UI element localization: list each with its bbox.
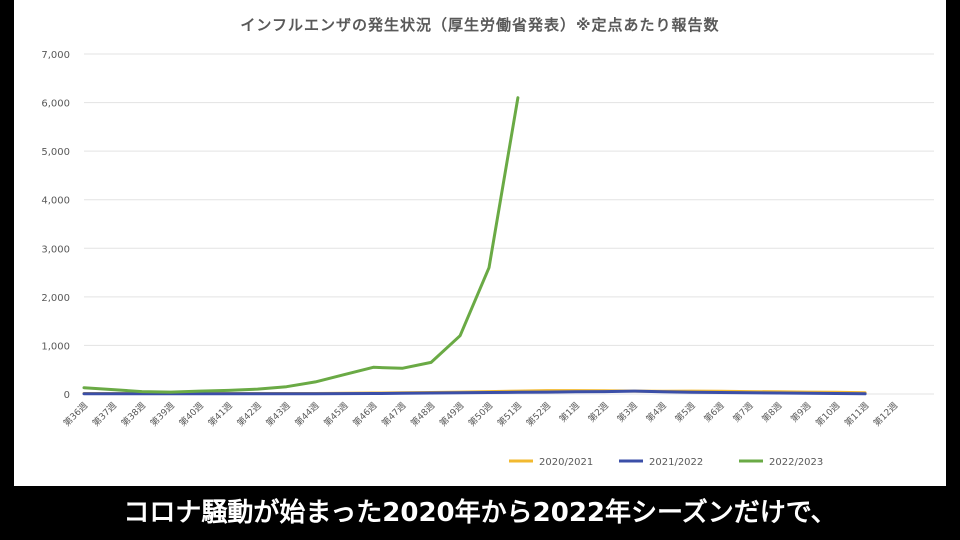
- x-tick-label: 第50週: [466, 400, 495, 429]
- x-tick-label: 第46週: [350, 400, 379, 429]
- y-tick-label: 5,000: [41, 147, 70, 158]
- x-tick-label: 第10週: [813, 400, 842, 429]
- chart-panel: インフルエンザの発生状況（厚生労働省発表）※定点あたり報告数 0 1,000 2,0…: [14, 0, 946, 486]
- y-tick-label: 7,000: [41, 50, 70, 61]
- x-tick-label: 第48週: [408, 400, 437, 429]
- chart-title: インフルエンザの発生状況（厚生労働省発表）※定点あたり報告数: [240, 16, 720, 34]
- legend-label: 2021/2022: [649, 457, 703, 468]
- x-tick-label: 第44週: [292, 400, 321, 429]
- x-tick-label: 第41週: [205, 400, 234, 429]
- legend-label: 2022/2023: [769, 457, 823, 468]
- x-tick-label: 第12週: [871, 400, 900, 429]
- x-tick-label: 第51週: [495, 400, 524, 429]
- y-tick-label: 0: [64, 390, 70, 401]
- x-tick-label: 第4週: [643, 400, 668, 425]
- y-tick-label: 6,000: [41, 99, 70, 110]
- x-tick-label: 第42週: [234, 400, 263, 429]
- x-tick-label: 第40週: [177, 400, 206, 429]
- x-tick-label: 第3週: [614, 400, 639, 425]
- x-tick-label: 第36週: [61, 400, 90, 429]
- line-chart: 0 1,000 2,000 3,000 4,000 5,000 6,000 7,000 第36週…: [41, 50, 934, 468]
- legend-label: 2020/2021: [539, 457, 593, 468]
- x-tick-label: 第9週: [788, 400, 813, 425]
- x-tick-label: 第11週: [842, 400, 871, 429]
- y-tick-label: 2,000: [41, 293, 70, 304]
- x-tick-label: 第1週: [557, 400, 582, 425]
- y-tick-label: 4,000: [41, 196, 70, 207]
- x-tick-label: 第45週: [321, 400, 350, 429]
- y-tick-label: 3,000: [41, 244, 70, 255]
- x-tick-label: 第7週: [730, 400, 755, 425]
- x-tick-label: 第37週: [90, 400, 119, 429]
- series-line: [82, 96, 520, 394]
- video-subtitle: コロナ騒動が始まった2020年から2022年シーズンだけで、: [0, 486, 960, 540]
- x-tick-label: 第47週: [379, 400, 408, 429]
- x-tick-label: 第38週: [119, 400, 148, 429]
- y-tick-label: 1,000: [41, 341, 70, 352]
- x-tick-label: 第39週: [148, 400, 177, 429]
- x-tick-label: 第8週: [759, 400, 784, 425]
- x-tick-label: 第49週: [437, 400, 466, 429]
- series-line: [82, 389, 867, 396]
- x-tick-label: 第5週: [672, 400, 697, 425]
- x-tick-label: 第2週: [586, 400, 611, 425]
- x-tick-label: 第52週: [524, 400, 553, 429]
- x-tick-label: 第6週: [701, 400, 726, 425]
- x-tick-label: 第43週: [263, 400, 292, 429]
